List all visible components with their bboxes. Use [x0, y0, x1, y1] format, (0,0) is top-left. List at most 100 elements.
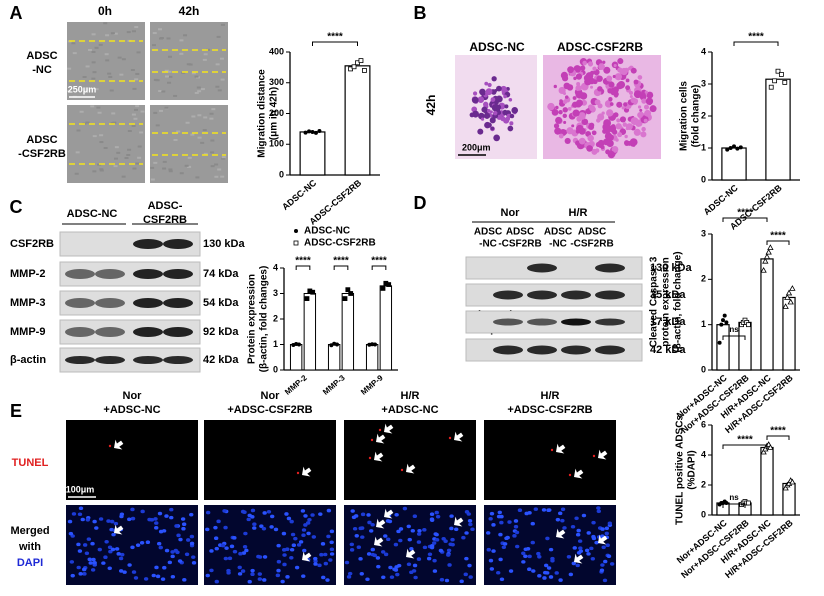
- stain: [558, 133, 564, 139]
- point: [772, 78, 778, 84]
- point: [293, 240, 299, 246]
- nucleus: [499, 520, 504, 525]
- nucleus: [186, 538, 191, 542]
- nucleus: [498, 532, 503, 537]
- nucleus: [576, 550, 582, 555]
- texture: [121, 175, 126, 178]
- nucleus: [507, 520, 512, 524]
- stain: [563, 120, 567, 124]
- texture: [75, 151, 80, 154]
- nucleus: [398, 538, 403, 543]
- tunel-spot: [592, 454, 596, 458]
- label: +ADSC-NC: [381, 404, 438, 416]
- nucleus: [416, 532, 422, 536]
- nucleus: [301, 533, 306, 537]
- point: [722, 313, 727, 318]
- texture: [221, 157, 226, 160]
- nucleus: [496, 514, 502, 519]
- nucleus: [170, 554, 175, 559]
- point: [745, 322, 751, 328]
- nucleus: [416, 557, 422, 561]
- nucleus: [302, 548, 307, 553]
- texture: [202, 58, 207, 61]
- nucleus: [246, 517, 251, 522]
- nucleus: [227, 556, 233, 561]
- nucleus: [449, 514, 454, 518]
- texture: [132, 167, 137, 170]
- point: [767, 444, 774, 450]
- bar: [716, 324, 730, 371]
- significance: ****: [371, 256, 387, 267]
- band: [561, 318, 591, 326]
- nucleus: [256, 554, 261, 559]
- nucleus: [604, 531, 609, 536]
- nucleus: [97, 547, 102, 552]
- point: [765, 248, 772, 255]
- nucleus: [154, 526, 159, 530]
- stain: [547, 102, 555, 111]
- stain: [619, 116, 627, 123]
- texture: [91, 61, 96, 64]
- micrograph: [204, 505, 336, 585]
- stain: [504, 104, 509, 109]
- point: [348, 291, 354, 296]
- stain: [555, 105, 559, 110]
- nucleus: [133, 576, 139, 580]
- stain: [629, 138, 638, 147]
- texture: [219, 57, 224, 60]
- nucleus: [329, 552, 335, 556]
- texture: [119, 73, 124, 76]
- nucleus: [209, 568, 214, 573]
- stain: [586, 145, 593, 152]
- nucleus: [406, 562, 412, 567]
- nucleus: [289, 519, 294, 524]
- nucleus: [555, 517, 561, 522]
- label: H/R: [569, 207, 588, 219]
- band: [493, 345, 523, 355]
- texture: [114, 146, 119, 149]
- nucleus: [181, 522, 187, 527]
- nucleus: [176, 533, 181, 538]
- point: [310, 289, 316, 295]
- label: ADSC: [26, 134, 57, 146]
- nucleus: [273, 527, 279, 532]
- stain: [555, 116, 563, 124]
- stain: [601, 111, 605, 115]
- stain: [625, 126, 630, 131]
- label: with: [18, 541, 41, 553]
- texture: [155, 124, 160, 127]
- x-tick-label: MMP-2: [283, 373, 309, 397]
- texture: [94, 46, 99, 49]
- stain: [625, 85, 631, 91]
- arrow: [406, 463, 416, 474]
- label: 42 kDa: [203, 354, 239, 366]
- nucleus: [572, 546, 577, 550]
- label: ADSC: [544, 227, 572, 238]
- nucleus: [107, 566, 112, 571]
- texture: [92, 71, 97, 74]
- nucleus: [147, 517, 152, 522]
- nucleus: [523, 554, 528, 559]
- band: [493, 290, 523, 300]
- label: ADSC: [474, 227, 502, 238]
- nucleus: [537, 555, 542, 559]
- nucleus: [533, 507, 539, 511]
- axis-title: (β-actin, fold change): [673, 251, 684, 352]
- nucleus: [120, 552, 125, 557]
- nucleus: [435, 514, 441, 519]
- texture: [202, 128, 207, 131]
- stain: [637, 75, 643, 80]
- texture: [135, 105, 140, 108]
- scale-bar: 100μm: [66, 484, 95, 494]
- texture: [131, 125, 136, 128]
- nucleus: [576, 528, 581, 533]
- stain: [580, 65, 586, 71]
- nucleus: [427, 552, 433, 557]
- stain: [644, 90, 648, 94]
- stain: [571, 124, 575, 128]
- stain: [609, 87, 618, 96]
- bar: [365, 344, 379, 371]
- nucleus: [412, 563, 418, 568]
- nucleus: [247, 579, 252, 584]
- nucleus: [358, 557, 363, 561]
